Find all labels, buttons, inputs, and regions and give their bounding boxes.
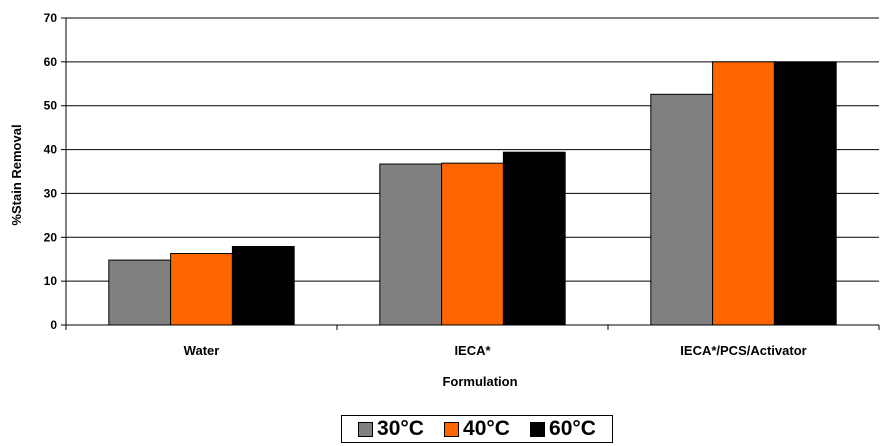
legend-item-40c: 40°C <box>444 417 510 441</box>
legend: 30°C 40°C 60°C <box>341 415 613 443</box>
y-tick-label: 70 <box>44 11 58 25</box>
bar <box>712 61 775 326</box>
y-tick-label: 30 <box>44 186 58 200</box>
x-tick-label: IECA*/PCS/Activator <box>680 343 806 358</box>
legend-label-30c: 30°C <box>377 417 424 440</box>
y-axis-label: %Stain Removal <box>9 124 24 225</box>
y-tick-label: 60 <box>44 55 58 69</box>
x-tick-label: IECA* <box>454 343 491 358</box>
legend-swatch-30c <box>358 421 374 437</box>
y-tick-label: 20 <box>44 230 58 244</box>
bar <box>170 253 233 326</box>
y-tick-label: 50 <box>44 99 58 113</box>
legend-item-60c: 60°C <box>530 417 596 441</box>
bars <box>108 61 837 326</box>
legend-label-60c: 60°C <box>549 417 596 440</box>
bar <box>502 151 566 326</box>
legend-swatch-40c <box>444 421 460 437</box>
bar <box>441 162 504 326</box>
bar <box>650 93 714 326</box>
axes <box>61 17 880 330</box>
legend-label-40c: 40°C <box>463 417 510 440</box>
y-tick-label: 0 <box>50 318 57 332</box>
legend-swatch-60c <box>530 421 546 437</box>
y-tick-label: 10 <box>44 274 58 288</box>
x-tick-label: Water <box>184 343 220 358</box>
bar <box>379 163 443 326</box>
bar <box>231 245 295 326</box>
y-tick-label: 40 <box>44 143 58 157</box>
bar <box>108 259 172 326</box>
bar <box>773 61 837 326</box>
x-tick-labels: Water IECA* IECA*/PCS/Activator <box>184 343 807 358</box>
x-axis-label: Formulation <box>442 374 517 389</box>
y-tick-labels: 0 10 20 30 40 50 60 70 <box>44 11 58 332</box>
legend-item-30c: 30°C <box>358 417 424 441</box>
